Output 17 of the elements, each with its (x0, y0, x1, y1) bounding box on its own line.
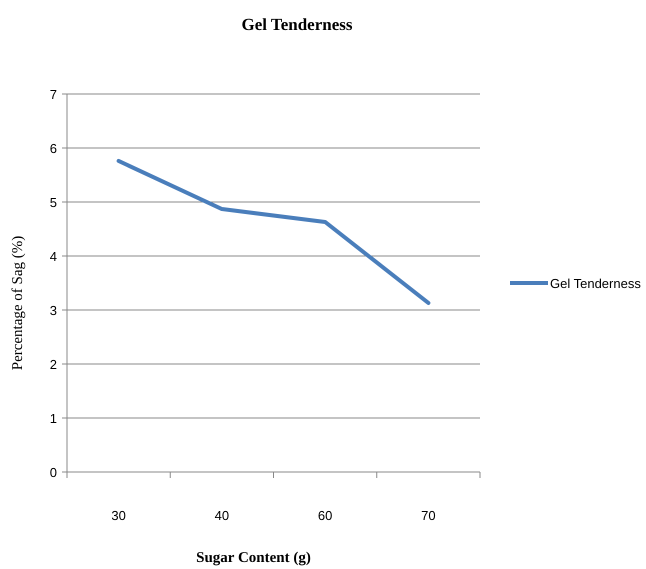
legend-label: Gel Tenderness (550, 276, 642, 291)
y-tick-label: 4 (50, 249, 57, 264)
x-axis-title: Sugar Content (g) (196, 550, 311, 566)
line-series (116, 158, 430, 305)
x-tick-label: 60 (318, 508, 332, 523)
y-tick-label: 0 (50, 465, 57, 480)
y-tick-label: 6 (50, 141, 57, 156)
chart-title: Gel Tenderness (242, 15, 353, 34)
y-tick-label: 5 (50, 195, 57, 210)
x-tick-label: 30 (111, 508, 126, 523)
y-tick-label: 2 (50, 357, 57, 372)
x-tick-label: 70 (421, 508, 436, 523)
y-tick-label: 3 (50, 303, 57, 318)
y-tick-label: 1 (50, 411, 57, 426)
x-tick-label: 40 (214, 508, 230, 523)
y-tick-label: 7 (50, 87, 57, 102)
y-axis-title: Percentage of Sag (%) (10, 236, 26, 370)
